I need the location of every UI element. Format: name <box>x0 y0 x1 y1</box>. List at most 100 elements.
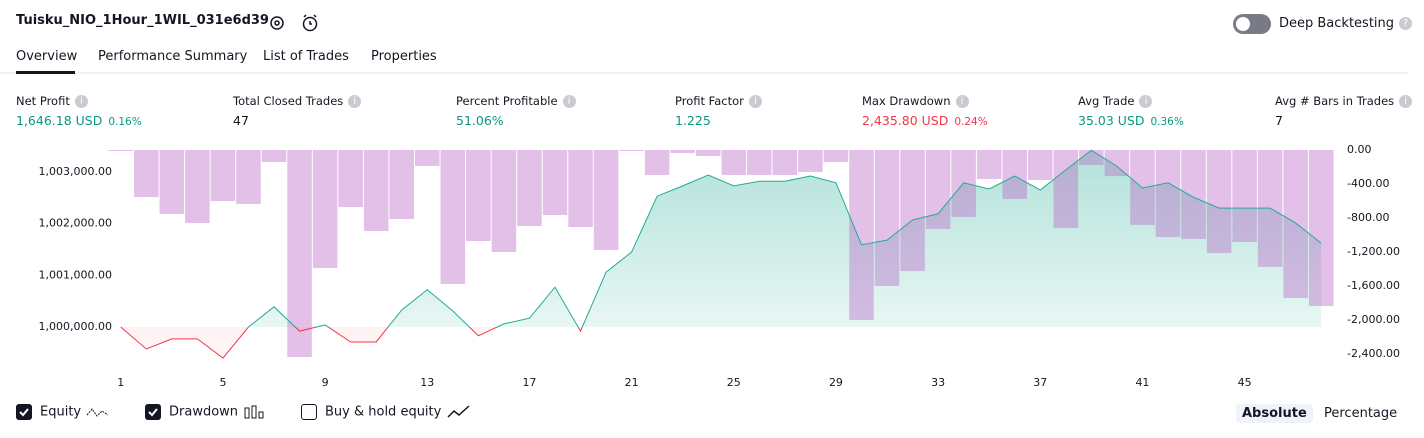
x-tick-label: 29 <box>829 376 843 389</box>
deep-toggle[interactable] <box>1233 14 1271 34</box>
drawdown-bar <box>440 150 466 284</box>
metric-label-text: Profit Factor <box>675 94 744 108</box>
tab[interactable]: List of Trades <box>263 49 349 64</box>
metric-label-text: Total Closed Trades <box>233 94 344 108</box>
settings-icon[interactable] <box>268 14 286 32</box>
drawdown-bar <box>517 150 542 226</box>
y-tick-label: 1,001,000.00 <box>39 268 112 281</box>
deep-label: Deep Backtesting? <box>1279 16 1413 31</box>
drawdown-bar <box>772 150 798 175</box>
info-icon[interactable]: i <box>748 95 762 108</box>
legend-buy-hold[interactable]: Buy & hold equity <box>301 404 471 420</box>
metric-label: Net Profit i <box>16 94 88 108</box>
x-tick-label: 25 <box>727 376 741 389</box>
metric-value: 1.225 <box>675 113 711 128</box>
metric-value-text: 35.03 USD <box>1078 113 1145 128</box>
drawdown-bar <box>185 150 210 223</box>
deep-text: Deep Backtesting <box>1279 16 1395 31</box>
toggle-percentage[interactable]: Percentage <box>1324 406 1398 421</box>
x-tick-label: 17 <box>522 376 536 389</box>
drawdown-bar <box>670 150 695 153</box>
drawdown-bar <box>568 150 593 227</box>
drawdown-bar <box>695 150 721 157</box>
legend-equity[interactable]: Equity <box>16 404 110 420</box>
drawdown-bar <box>1308 150 1334 306</box>
metric-label: Profit Factor i <box>675 94 762 108</box>
drawdown-bar <box>287 150 312 358</box>
toggle-absolute[interactable]: Absolute <box>1236 404 1313 423</box>
drawdown-bar <box>1079 150 1104 165</box>
legend-icon <box>86 408 109 417</box>
drawdown-bar <box>108 150 134 151</box>
drawdown-bar <box>619 150 644 151</box>
active-tab-underline <box>16 71 75 74</box>
y-tick-label: 1,000,000.00 <box>39 320 112 333</box>
drawdown-bar <box>338 150 363 208</box>
drawdown-bar <box>312 150 338 268</box>
drawdown-bar <box>874 150 900 286</box>
equity-area-negative <box>120 327 583 359</box>
drawdown-bar <box>1028 150 1053 180</box>
drawdown-bar <box>491 150 517 252</box>
alert-icon[interactable] <box>300 13 320 33</box>
metric-percent: 0.24% <box>954 116 988 128</box>
drawdown-bar <box>210 150 236 201</box>
metric-label-text: Avg # Bars in Trades <box>1275 94 1395 108</box>
drawdown-bar <box>747 150 772 175</box>
x-tick-label: 9 <box>322 376 329 389</box>
metric-value-text: 51.06% <box>456 113 504 128</box>
y2-tick-label: 0.00 <box>1347 143 1372 156</box>
drawdown-bar <box>363 150 389 231</box>
metric-label-text: Avg Trade <box>1078 94 1135 108</box>
metric-label-text: Max Drawdown <box>862 94 951 108</box>
info-icon[interactable]: i <box>562 95 576 108</box>
info-icon[interactable]: ? <box>1399 17 1413 30</box>
tab[interactable]: Properties <box>371 49 437 64</box>
metric-value-text: 47 <box>233 113 249 128</box>
tab[interactable]: Overview <box>16 49 78 64</box>
tab-divider <box>0 72 1408 74</box>
legend-icon <box>244 405 264 419</box>
y2-tick-label: -2,400.00 <box>1347 347 1400 360</box>
x-tick-label: 45 <box>1238 376 1252 389</box>
y2-tick-label: -1,200.00 <box>1347 245 1400 258</box>
x-tick-label: 1 <box>117 376 124 389</box>
drawdown-bar <box>644 150 670 175</box>
strategy-title: Tuisku_NIO_1Hour_1WIL_031e6d39 <box>16 13 269 28</box>
y-tick-label: 1,002,000.00 <box>39 217 112 230</box>
drawdown-bar <box>1155 150 1181 238</box>
drawdown-bar <box>721 150 747 175</box>
legend-icon <box>447 405 470 418</box>
y2-tick-label: -1,600.00 <box>1347 279 1400 292</box>
metric-label: Avg Trade i <box>1078 94 1153 108</box>
drawdown-bar <box>1232 150 1257 242</box>
checkbox[interactable] <box>301 404 317 420</box>
metric-value: 1,646.18 USD 0.16% <box>16 113 142 128</box>
x-tick-label: 41 <box>1135 376 1149 389</box>
x-tick-label: 21 <box>625 376 639 389</box>
legend-label: Drawdown <box>169 404 239 420</box>
info-icon[interactable]: i <box>955 95 969 108</box>
info-icon[interactable]: i <box>74 95 88 108</box>
checkbox[interactable] <box>145 404 161 420</box>
tab[interactable]: Performance Summary <box>98 49 248 64</box>
metric-label-text: Net Profit <box>16 94 70 108</box>
checkbox[interactable] <box>16 404 32 420</box>
y2-tick-label: -800.00 <box>1347 211 1389 224</box>
drawdown-bar <box>1283 150 1308 298</box>
info-icon[interactable]: i <box>348 95 362 108</box>
metric-value-text: 1.225 <box>675 113 711 128</box>
info-icon[interactable]: i <box>1139 95 1153 108</box>
drawdown-bar <box>798 150 823 173</box>
legend-drawdown[interactable]: Drawdown <box>145 404 266 420</box>
info-icon[interactable]: i <box>1399 95 1413 108</box>
metric-label: Avg # Bars in Trades i <box>1275 94 1413 108</box>
metric-percent: 0.16% <box>108 116 142 128</box>
equity-area-positive <box>120 150 1322 328</box>
y-tick-label: 1,003,000.00 <box>39 165 112 178</box>
x-tick-label: 33 <box>931 376 945 389</box>
drawdown-bar <box>823 150 849 162</box>
metric-label: Percent Profitable i <box>456 94 576 108</box>
